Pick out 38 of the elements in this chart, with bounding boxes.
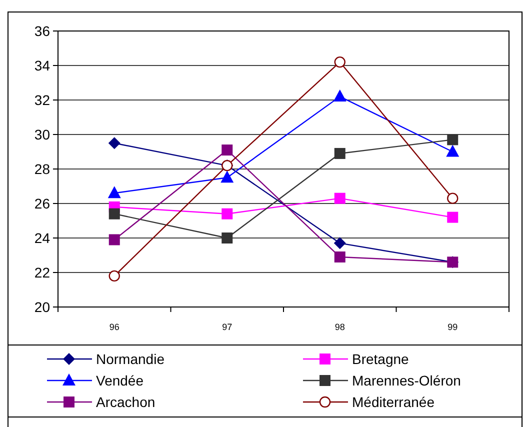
point — [334, 192, 346, 204]
legend-label: Normandie — [96, 350, 165, 367]
y-tick-label: 26 — [34, 195, 50, 212]
y-tick-label: 24 — [34, 230, 50, 246]
point — [334, 56, 346, 68]
x-tick-label: 99 — [448, 322, 458, 332]
legend-label: Vendée — [96, 372, 144, 388]
point — [447, 192, 458, 204]
y-tick-label: 20 — [34, 298, 50, 315]
point — [108, 270, 120, 282]
y-tick-label: 22 — [34, 264, 50, 280]
y-tick-label: 28 — [34, 160, 50, 177]
point — [334, 237, 346, 250]
y-tick-label: 36 — [34, 22, 50, 39]
point — [108, 137, 120, 150]
x-tick-label: 97 — [222, 322, 232, 332]
x-tick-label: 98 — [334, 322, 345, 332]
point — [220, 170, 234, 183]
point — [222, 208, 233, 220]
point — [446, 144, 460, 157]
y-tick-label: 34 — [34, 57, 50, 74]
legend-label: Bretagne — [352, 350, 410, 367]
point — [334, 148, 346, 159]
legend-label: Arcachon — [96, 394, 156, 410]
x-tick-label: 96 — [109, 322, 120, 332]
point — [334, 251, 346, 262]
point — [108, 208, 120, 220]
y-tick-label: 32 — [34, 92, 50, 108]
legend-label: Marennes-Oléron — [352, 372, 461, 388]
point — [222, 144, 233, 156]
point — [333, 90, 346, 102]
legend-label: Méditerranée — [352, 394, 435, 410]
point — [108, 186, 121, 198]
point — [447, 134, 458, 146]
point — [108, 234, 120, 246]
point — [222, 232, 233, 244]
y-tick-label: 30 — [34, 126, 50, 142]
point — [447, 212, 458, 223]
